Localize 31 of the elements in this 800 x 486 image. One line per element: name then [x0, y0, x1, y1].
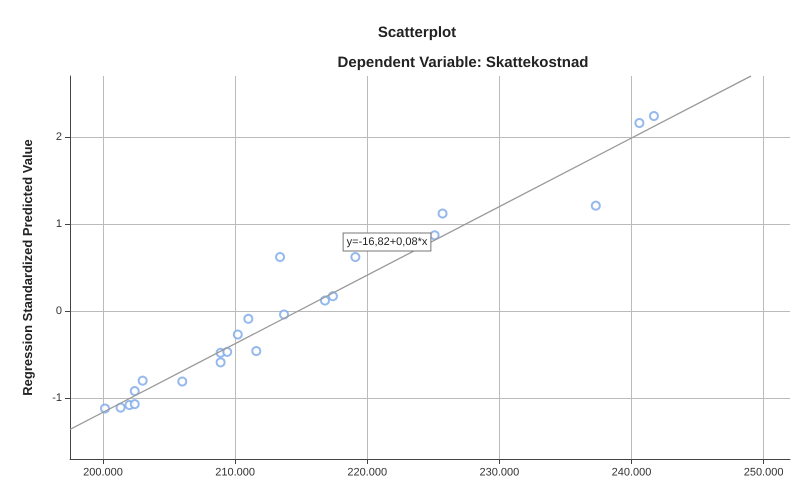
point: [438, 208, 448, 219]
y-tick-label: 1: [56, 218, 62, 230]
point: [634, 118, 644, 128]
annotation: y=-16,82+0,08*x: [346, 236, 428, 248]
point: [216, 357, 226, 368]
x-tick-label: 210.000: [215, 466, 256, 478]
x-tick-label: 220.000: [347, 466, 388, 478]
x-tick-label: 200.000: [83, 466, 123, 478]
point: [590, 200, 601, 211]
point: [130, 386, 140, 396]
y-tick-label: 0: [56, 305, 62, 318]
chart-subtitle: Dependent Variable: Skattekostnad: [338, 54, 588, 71]
point: [275, 252, 286, 262]
point: [243, 314, 254, 324]
x-tick-label: 230.000: [479, 466, 520, 478]
point: [232, 330, 243, 340]
y-tick-label: -1: [52, 392, 62, 404]
y-axis-title: Regression Standardized Predicted Value: [20, 139, 35, 396]
point: [648, 111, 659, 122]
x-tick-label: 250.000: [744, 466, 784, 478]
point: [177, 376, 188, 387]
point: [138, 376, 148, 386]
point: [251, 346, 262, 356]
chart-title: Scatterplot: [378, 24, 456, 41]
point: [350, 252, 360, 262]
point: [130, 399, 140, 410]
x-tick-label: 240.000: [612, 466, 652, 478]
y-tick-label: 2: [56, 130, 62, 143]
point: [222, 346, 232, 357]
point: [116, 402, 126, 413]
point: [279, 310, 290, 320]
